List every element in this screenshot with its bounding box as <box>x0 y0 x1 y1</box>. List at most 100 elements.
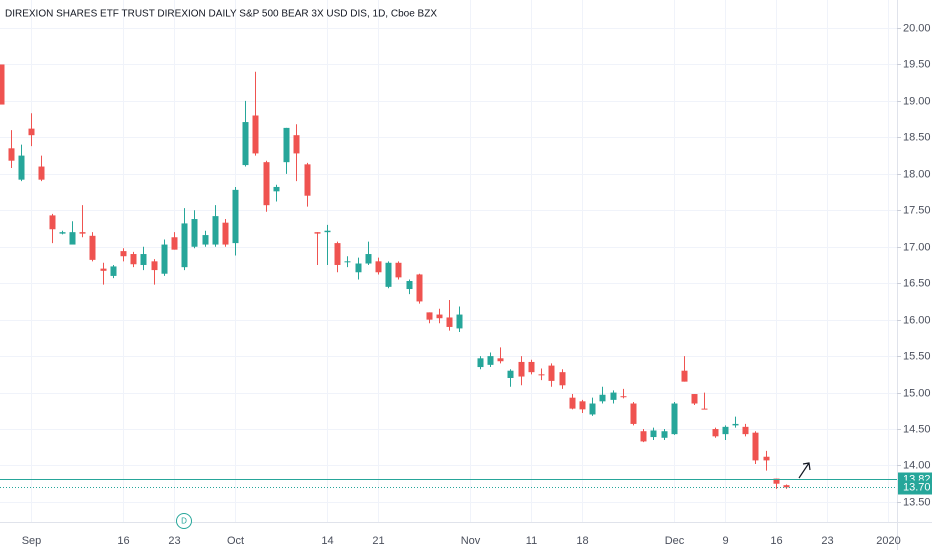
x-tick-label: Nov <box>461 535 481 547</box>
candle-body <box>334 243 341 265</box>
candle-body <box>518 361 525 377</box>
candle-body <box>477 358 484 368</box>
x-tick-label: 18 <box>576 535 588 547</box>
y-tick-label: 17.00 <box>903 241 931 253</box>
candle-body <box>38 166 45 180</box>
y-tick-label: 17.50 <box>903 204 931 216</box>
candle-body <box>222 222 229 245</box>
candle-body <box>89 235 96 260</box>
candle-body <box>395 262 402 278</box>
candle-body <box>375 261 382 273</box>
candle-body <box>385 262 392 287</box>
candle-body <box>120 251 127 257</box>
candle-body <box>140 254 147 265</box>
dividend-marker-label[interactable]: D <box>181 517 187 526</box>
candle-body <box>59 232 66 234</box>
candle-body <box>18 155 25 180</box>
candle-body <box>171 237 178 250</box>
candle-body <box>579 401 586 410</box>
candle-body <box>0 64 5 105</box>
candle-body <box>752 432 759 461</box>
candle-body <box>426 312 433 320</box>
price-label-box <box>898 480 932 495</box>
candle-body <box>344 261 351 263</box>
candle-body <box>191 219 198 247</box>
candle-body <box>69 232 76 245</box>
candle-body <box>293 135 300 154</box>
chart-title: DIREXION SHARES ETF TRUST DIREXION DAILY… <box>5 9 437 20</box>
candle-body <box>304 164 311 196</box>
dividend-marker[interactable] <box>176 513 192 529</box>
candle-body <box>487 356 494 365</box>
candle-body <box>355 263 362 273</box>
candles <box>0 64 790 489</box>
candle-body <box>263 162 270 206</box>
candle-body <box>742 426 749 435</box>
y-tick-label: 14.50 <box>903 423 931 435</box>
y-tick-label: 15.50 <box>903 350 931 362</box>
candle-body <box>161 244 168 274</box>
x-tick-label: 23 <box>821 535 833 547</box>
y-tick-label: 20.00 <box>903 22 931 34</box>
y-tick-label: 14.00 <box>903 459 931 471</box>
x-tick-label: 23 <box>168 535 180 547</box>
candle-body <box>406 281 413 290</box>
candle-body <box>538 374 545 376</box>
candle-body <box>661 431 668 438</box>
candle-body <box>783 485 790 488</box>
y-tick-label: 15.00 <box>903 387 931 399</box>
candle-body <box>49 215 56 230</box>
candle-body <box>242 122 249 166</box>
x-tick-label: 2020 <box>876 535 900 547</box>
candle-body <box>640 431 647 442</box>
candle-body <box>324 230 331 233</box>
candle-body <box>110 266 117 276</box>
candle-body <box>712 429 719 437</box>
candle-body <box>232 189 239 244</box>
candle-body <box>763 456 770 461</box>
candle-body <box>630 403 637 424</box>
candle-body <box>436 314 443 319</box>
candle-body <box>314 232 321 234</box>
grid <box>0 0 897 522</box>
candle-body <box>456 314 463 329</box>
candle-body <box>273 186 280 192</box>
x-tick-label: Oct <box>227 535 244 547</box>
x-tick-label: 9 <box>722 535 728 547</box>
candle-body <box>650 430 657 438</box>
candle-body <box>181 223 188 268</box>
candle-body <box>130 254 137 265</box>
trend-arrow-icon[interactable] <box>798 462 811 479</box>
candle-body <box>497 358 504 362</box>
y-tick-label: 18.00 <box>903 168 931 180</box>
candle-body <box>28 128 35 136</box>
x-tick-label: 11 <box>526 535 537 547</box>
candle-body <box>589 403 596 415</box>
candle-body <box>722 426 729 435</box>
candle-body <box>732 423 739 426</box>
y-tick-label: 16.00 <box>903 314 931 326</box>
candle-body <box>212 216 219 245</box>
candle-body <box>416 274 423 302</box>
candle-body <box>507 370 514 378</box>
y-tick-label: 18.50 <box>903 131 931 143</box>
candle-body <box>252 115 259 154</box>
x-tick-label: Dec <box>665 535 685 547</box>
candle-body <box>8 148 15 161</box>
x-tick-label: 16 <box>770 535 782 547</box>
candle-body <box>610 392 617 400</box>
candle-body <box>100 268 107 271</box>
candle-body <box>671 403 678 435</box>
candle-body <box>569 397 576 409</box>
candle-body <box>559 372 566 386</box>
candle-body <box>681 370 688 382</box>
candle-body <box>528 361 535 373</box>
y-tick-label: 13.50 <box>903 496 931 508</box>
candle-body <box>691 394 698 404</box>
candle-body <box>151 261 158 271</box>
x-tick-label: 16 <box>117 535 129 547</box>
y-tick-label: 19.50 <box>903 58 931 70</box>
